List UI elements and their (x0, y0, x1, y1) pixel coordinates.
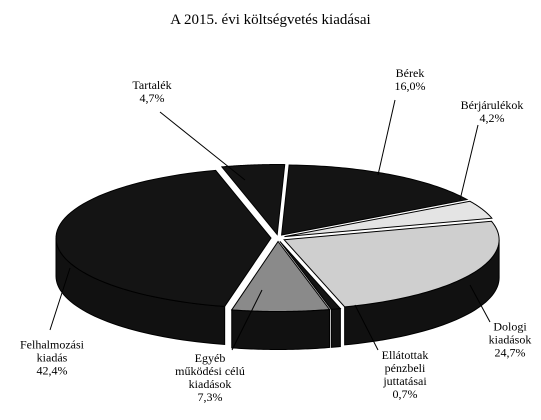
slice-label: Bérjárulékok 4,2% (461, 99, 524, 125)
value-label: 42,4% (36, 363, 68, 378)
value-label: 7,3% (197, 390, 223, 404)
leader-line (231, 289, 263, 351)
leader-line (354, 304, 379, 351)
category-label: Ellátottak pénzbeli juttatásai (381, 348, 429, 388)
slice-label: Bérek 16,0% (395, 67, 426, 93)
category-label: Dologi kiadások (488, 319, 532, 347)
category-label: Tartalék (132, 78, 172, 92)
leader-line (377, 99, 396, 176)
slice-label: Felhalmozási kiadás 42,4% (20, 337, 84, 378)
category-label: Bérek (395, 66, 425, 80)
slice (283, 220, 500, 308)
chart-title: A 2015. évi költségvetés kiadásai (170, 12, 371, 28)
slice-label: Egyéb működési célú kiadások 7,3% (175, 352, 245, 404)
category-label: Bérjárulékok (460, 98, 524, 112)
slice (230, 240, 331, 312)
slice (284, 200, 493, 238)
leader-line (459, 124, 479, 201)
slice-label: Ellátottak pénzbeli juttatásai 0,7% (382, 349, 429, 401)
slice (279, 241, 342, 310)
value-label: 16,0% (394, 79, 426, 93)
category-label: Felhalmozási kiadás (20, 337, 84, 365)
slice-side (231, 308, 330, 351)
slice (281, 164, 469, 236)
value-label: 4,7% (139, 91, 165, 105)
leader-line (469, 284, 491, 323)
value-label: 0,7% (392, 387, 418, 401)
category-label: Egyéb működési célú kiadások (175, 351, 245, 391)
slice-label: Tartalék 4,7% (132, 79, 171, 105)
slice (55, 169, 272, 307)
leader-line (49, 267, 71, 331)
slice-side (330, 307, 341, 348)
slice (220, 164, 286, 236)
value-label: 4,2% (479, 111, 505, 125)
slice-label: Dologi kiadások 24,7% (488, 319, 532, 360)
value-label: 24,7% (494, 345, 526, 360)
leader-line (159, 111, 246, 181)
